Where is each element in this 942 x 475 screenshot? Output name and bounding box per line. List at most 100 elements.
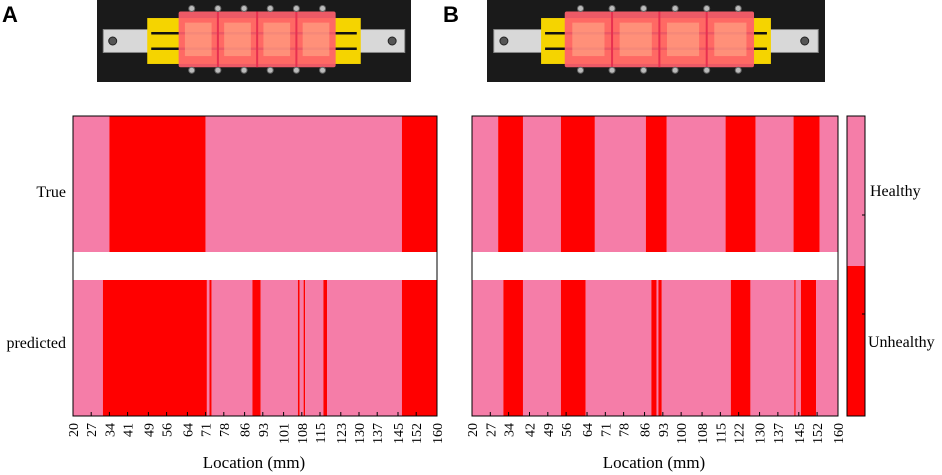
screw (214, 66, 222, 74)
screw (577, 66, 585, 74)
segment-predicted-13 (800, 280, 817, 416)
panel-letter-b: B (443, 2, 459, 27)
bolt (499, 36, 509, 46)
x-tick-label: 27 (484, 423, 499, 437)
x-tick-label: 123 (335, 423, 350, 444)
screw (608, 4, 616, 12)
clamp-right (353, 29, 406, 53)
x-tick-label: 137 (772, 423, 787, 444)
x-tick-label: 101 (278, 423, 293, 444)
heatmap-a: 20 27 34 41 49 56 64 71 78 86 93 101 108 115 123 130 137… (67, 115, 446, 444)
gel-cell (714, 22, 747, 57)
segment-predicted-1 (503, 280, 523, 416)
segment-predicted-3 (560, 280, 586, 416)
screw (671, 66, 679, 74)
segment-predicted-10 (305, 280, 324, 416)
segment-predicted-9 (730, 280, 751, 416)
segment-predicted-12 (795, 280, 801, 416)
segment-predicted-7 (658, 280, 662, 416)
specimen-photo-b (487, 0, 825, 82)
segment-predicted-14 (816, 280, 838, 416)
x-tick-label: 130 (754, 423, 769, 444)
x-tick-label: 56 (560, 423, 575, 437)
x-tick-label: 49 (542, 423, 557, 437)
x-tick-label: 93 (657, 423, 672, 437)
x-tick-label: 20 (466, 423, 481, 437)
x-tick-label: 41 (122, 423, 137, 437)
segment-predicted-6 (260, 280, 298, 416)
x-tick-label: 108 (296, 423, 311, 444)
x-tick-label: 115 (714, 423, 729, 443)
colorbar-label-healthy: Healthy (870, 183, 921, 200)
x-tick-label: 86 (239, 423, 254, 437)
screw (240, 4, 248, 12)
segment-predicted-9 (303, 280, 306, 416)
x-tick-label: 34 (503, 423, 518, 437)
bolt (800, 36, 810, 46)
segment-true-10 (819, 116, 838, 252)
bolt (108, 36, 118, 46)
screw (292, 66, 300, 74)
segment-true-0 (73, 116, 110, 252)
segment-true-3 (401, 116, 437, 252)
screw (640, 4, 648, 12)
screw (577, 4, 585, 12)
x-tick-label: 78 (218, 423, 233, 437)
segment-predicted-5 (651, 280, 657, 416)
segment-predicted-4 (585, 280, 652, 416)
segment-predicted-0 (472, 280, 504, 416)
x-tick-label: 115 (314, 423, 329, 443)
segment-true-1 (109, 116, 206, 252)
segment-true-0 (472, 116, 499, 252)
segment-predicted-4 (211, 280, 253, 416)
x-tick-label: 152 (410, 423, 425, 444)
gel-cell (572, 22, 605, 57)
segment-predicted-5 (252, 280, 261, 416)
x-axis-title-a: Location (mm) (203, 453, 305, 472)
segment-true-7 (725, 116, 756, 252)
segment-true-2 (205, 116, 402, 252)
clamp-right (763, 29, 819, 53)
segment-predicted-13 (401, 280, 437, 416)
segment-predicted-3 (209, 280, 212, 416)
x-tick-label: 64 (181, 423, 196, 437)
segment-predicted-8 (661, 280, 731, 416)
gel-cell (619, 22, 652, 57)
gel-cell (666, 22, 700, 57)
segment-predicted-2 (522, 280, 561, 416)
specimen-photo-a (97, 0, 411, 82)
segment-true-2 (522, 116, 561, 252)
panel-letter-a: A (2, 2, 18, 27)
bolt (387, 36, 397, 46)
colorbar (846, 115, 866, 417)
screw (214, 4, 222, 12)
screw (608, 66, 616, 74)
segment-predicted-2 (206, 280, 210, 416)
x-tick-label: 71 (200, 423, 215, 437)
segment-true-9 (793, 116, 820, 252)
screw (671, 4, 679, 12)
colorbar-unhealthy (847, 266, 865, 416)
colorbar-frame (846, 115, 866, 417)
x-tick-label: 122 (733, 423, 748, 444)
gel-cell (302, 22, 330, 57)
x-axis-title-b: Location (mm) (603, 453, 705, 472)
row-label-true: True (36, 184, 66, 201)
screw (640, 66, 648, 74)
x-tick-label: 64 (581, 423, 596, 437)
x-tick-label: 86 (639, 423, 654, 437)
x-tick-label: 145 (793, 423, 808, 444)
gel-cell (224, 22, 251, 57)
screw (266, 66, 274, 74)
x-tick-label: 152 (811, 423, 826, 444)
x-tick-label: 145 (392, 423, 407, 444)
x-tick-label: 93 (257, 423, 272, 437)
segment-true-8 (755, 116, 794, 252)
segment-predicted-10 (750, 280, 795, 416)
x-tick-label: 56 (161, 423, 176, 437)
plot-frame (471, 115, 839, 417)
plot-frame (72, 115, 438, 417)
segment-predicted-11 (323, 280, 328, 416)
segment-predicted-0 (73, 280, 103, 416)
x-tick-label: 78 (618, 423, 633, 437)
